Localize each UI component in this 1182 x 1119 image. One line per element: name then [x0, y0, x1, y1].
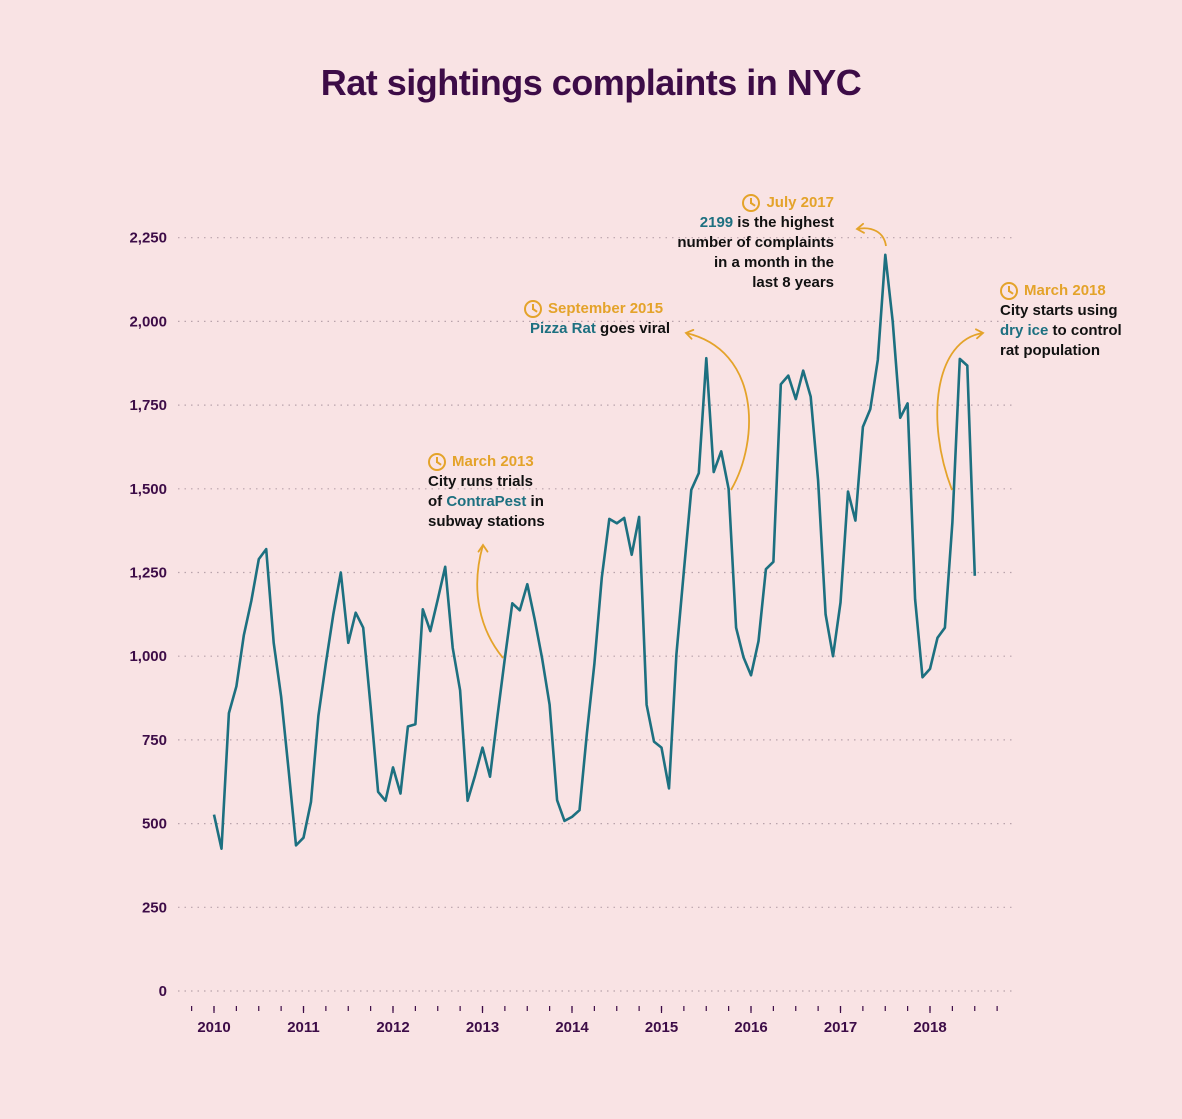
- series-line: [212, 253, 977, 851]
- clock-icon: [428, 453, 446, 471]
- annotation-text: last 8 years: [752, 274, 834, 291]
- x-tick-label: 2012: [376, 1019, 409, 1036]
- x-tick-label: 2010: [197, 1019, 230, 1036]
- y-tick-label: 250: [142, 899, 167, 916]
- annotation-date: September 2015: [548, 300, 664, 317]
- annotation-september-2015: September 2015 Pizza Rat goes viral: [524, 299, 670, 339]
- annotation-text: in a month in the: [714, 254, 834, 271]
- arrow-head: [477, 543, 489, 553]
- annotation-march-2018: March 2018 City starts using dry ice to …: [1000, 281, 1122, 361]
- x-tick-label: 2018: [913, 1019, 946, 1036]
- annotation-text: to control: [1048, 322, 1122, 339]
- arrow-head: [684, 328, 695, 340]
- y-tick-label: 0: [159, 983, 167, 1000]
- arrow-september-2015: [685, 332, 750, 491]
- y-tick-label: 2,250: [129, 230, 167, 247]
- y-tick-label: 2,000: [129, 313, 167, 330]
- annotation-text: City runs trials: [428, 473, 534, 490]
- annotation-date: July 2017: [766, 194, 834, 211]
- annotation-text: rat population: [1000, 342, 1100, 359]
- y-tick-label: 750: [142, 732, 167, 749]
- annotation-text: goes viral: [595, 320, 671, 337]
- x-tick-label: 2014: [555, 1019, 589, 1036]
- x-tick-label: 2015: [645, 1019, 678, 1036]
- annotation-text: is the highest: [733, 214, 834, 231]
- x-tick-label: 2016: [734, 1019, 767, 1036]
- y-tick-label: 1,250: [129, 565, 167, 582]
- y-tick-label: 1,750: [129, 397, 167, 414]
- y-tick-label: 500: [142, 816, 167, 833]
- annotation-text: in: [526, 493, 544, 510]
- y-tick-label: 1,500: [129, 481, 167, 498]
- annotation-highlight: ContraPest: [446, 493, 527, 510]
- annotation-date: March 2018: [1024, 282, 1106, 299]
- annotation-march-2013: March 2013 City runs trials of ContraPes…: [428, 452, 545, 532]
- arrow-march-2013: [476, 544, 504, 659]
- x-tick-label: 2011: [287, 1019, 320, 1036]
- x-tick-label: 2017: [824, 1019, 857, 1036]
- arrow-head: [855, 222, 865, 234]
- annotation-july-2017: July 2017 2199 is the highest number of …: [640, 193, 834, 293]
- clock-icon: [1000, 282, 1018, 300]
- chart-title: Rat sightings complaints in NYC: [320, 62, 862, 103]
- annotation-text: subway stations: [428, 513, 545, 530]
- annotation-highlight: Pizza Rat: [530, 320, 596, 337]
- x-tick-label: 2013: [466, 1019, 499, 1036]
- arrow-july-2017: [856, 227, 887, 247]
- annotation-highlight: 2199: [699, 214, 734, 231]
- arrow-march-2018: [936, 332, 984, 491]
- annotation-text: City starts using: [1000, 302, 1118, 319]
- annotation-date: March 2013: [452, 453, 534, 470]
- annotation-highlight: dry ice: [1000, 322, 1049, 339]
- annotation-text: of: [428, 493, 447, 510]
- annotation-text: number of complaints: [677, 234, 834, 251]
- clock-icon: [742, 194, 761, 212]
- arrow-head: [975, 328, 985, 340]
- clock-icon: [524, 300, 542, 318]
- y-tick-label: 1,000: [129, 648, 167, 665]
